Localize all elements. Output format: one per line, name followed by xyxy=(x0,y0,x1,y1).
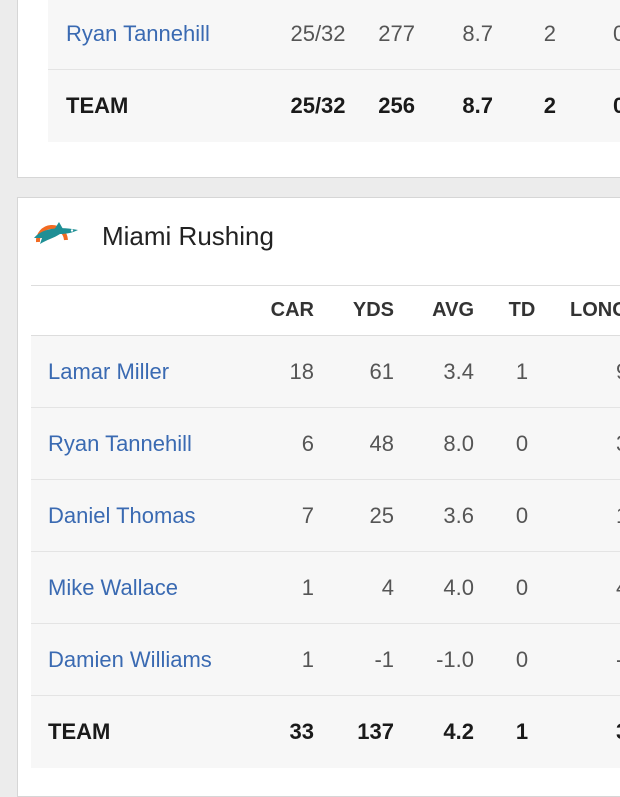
car-value: 7 xyxy=(301,503,314,528)
column-header-car: CAR xyxy=(270,299,314,321)
car-value: 33 xyxy=(289,719,314,744)
yds-value: 48 xyxy=(369,431,394,456)
td-value: 2 xyxy=(543,21,556,46)
avg-value: 4.2 xyxy=(443,719,474,744)
long-value: 30 xyxy=(616,408,620,480)
table-row: Ryan Tannehill 6 48 8.0 0 30 xyxy=(31,408,620,480)
long-value: 4 xyxy=(616,552,620,624)
car-value: 6 xyxy=(301,431,314,456)
passing-stats-card: Ryan Tannehill 25/32 277 8.7 2 0 TEAM 25… xyxy=(17,0,620,178)
column-header-avg: AVG xyxy=(432,299,474,321)
yds-value: -1 xyxy=(374,647,394,672)
td-value: 0 xyxy=(515,503,529,528)
td-value: 2 xyxy=(543,93,556,118)
catt-value: 25/32 xyxy=(290,21,346,46)
avg-value: 4.0 xyxy=(443,575,474,600)
td-value: 1 xyxy=(515,359,529,384)
avg-value: 8.7 xyxy=(462,93,493,118)
section-title: Miami Rushing xyxy=(102,221,274,251)
yds-value: 61 xyxy=(369,359,394,384)
yds-value: 4 xyxy=(381,575,394,600)
player-link[interactable]: Daniel Thomas xyxy=(48,503,196,528)
divider xyxy=(31,335,620,336)
column-header-long: LONG xyxy=(570,299,620,321)
avg-value: -1.0 xyxy=(436,647,474,672)
int-value: 0 xyxy=(613,93,620,118)
td-value: 0 xyxy=(515,431,529,456)
yds-value: 137 xyxy=(357,719,394,744)
table-row: Mike Wallace 1 4 4.0 0 4 xyxy=(31,552,620,624)
yds-value: 256 xyxy=(378,93,415,118)
long-value: 30 xyxy=(616,696,620,768)
team-total-row: TEAM 25/32 256 8.7 2 0 xyxy=(48,70,620,142)
int-value: 0 xyxy=(613,21,620,46)
long-value: -1 xyxy=(616,624,620,696)
column-header-yds: YDS xyxy=(352,299,394,321)
team-total-row: TEAM 33 137 4.2 1 30 xyxy=(31,696,620,768)
car-value: 1 xyxy=(301,575,314,600)
player-link[interactable]: Mike Wallace xyxy=(48,575,178,600)
td-value: 1 xyxy=(515,719,529,744)
yds-value: 25 xyxy=(369,503,394,528)
catt-value: 25/32 xyxy=(290,93,346,118)
player-link[interactable]: Damien Williams xyxy=(48,647,212,672)
table-row: Damien Williams 1 -1 -1.0 0 -1 xyxy=(31,624,620,696)
td-value: 0 xyxy=(515,575,529,600)
divider xyxy=(31,285,620,286)
td-value: 0 xyxy=(515,647,529,672)
long-value: 12 xyxy=(616,480,620,552)
column-header-td: TD xyxy=(508,299,536,321)
long-value: 9 xyxy=(616,336,620,408)
team-label: TEAM xyxy=(48,719,111,744)
rushing-stats-card: Miami Rushing CAR YDS AVG TD LONG Lamar … xyxy=(17,197,620,797)
avg-value: 3.6 xyxy=(443,503,474,528)
yds-value: 277 xyxy=(378,21,415,46)
player-link[interactable]: Ryan Tannehill xyxy=(66,21,210,46)
car-value: 1 xyxy=(301,647,314,672)
avg-value: 3.4 xyxy=(443,359,474,384)
table-row: Lamar Miller 18 61 3.4 1 9 xyxy=(31,336,620,408)
table-row: Daniel Thomas 7 25 3.6 0 12 xyxy=(31,480,620,552)
player-link[interactable]: Lamar Miller xyxy=(48,359,170,384)
avg-value: 8.0 xyxy=(443,431,474,456)
dolphin-logo-icon xyxy=(34,222,78,244)
avg-value: 8.7 xyxy=(462,21,493,46)
player-link[interactable]: Ryan Tannehill xyxy=(48,431,192,456)
team-label: TEAM xyxy=(66,93,129,118)
car-value: 18 xyxy=(289,359,314,384)
table-row: Ryan Tannehill 25/32 277 8.7 2 0 xyxy=(48,0,620,70)
